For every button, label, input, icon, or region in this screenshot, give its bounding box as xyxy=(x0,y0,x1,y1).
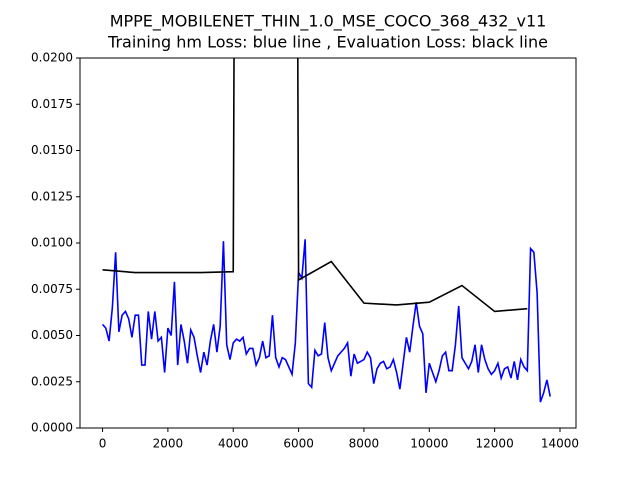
y-tick-label: 0.0100 xyxy=(31,236,73,250)
y-tick-label: 0.0000 xyxy=(31,421,73,435)
x-tick-label: 2000 xyxy=(153,437,184,451)
x-tick-label: 8000 xyxy=(349,437,380,451)
x-tick-label: 4000 xyxy=(218,437,249,451)
chart-subtitle: Training hm Loss: blue line , Evaluation… xyxy=(107,33,548,52)
chart-title: MPPE_MOBILENET_THIN_1.0_MSE_COCO_368_432… xyxy=(110,12,547,32)
y-tick-label: 0.0175 xyxy=(31,97,73,111)
x-tick-label: 14000 xyxy=(541,437,579,451)
y-tick-label: 0.0150 xyxy=(31,143,73,157)
x-tick-label: 10000 xyxy=(410,437,448,451)
x-tick-label: 12000 xyxy=(476,437,514,451)
y-tick-label: 0.0125 xyxy=(31,189,73,203)
y-tick-label: 0.0075 xyxy=(31,282,73,296)
y-tick-label: 0.0050 xyxy=(31,328,73,342)
plot-lines xyxy=(101,58,551,403)
series-line xyxy=(101,239,551,403)
y-tick-label: 0.0200 xyxy=(31,51,73,65)
series-line xyxy=(102,58,528,313)
y-tick-label: 0.0025 xyxy=(31,374,73,388)
x-tick-label: 0 xyxy=(99,437,107,451)
x-tick-label: 6000 xyxy=(283,437,314,451)
